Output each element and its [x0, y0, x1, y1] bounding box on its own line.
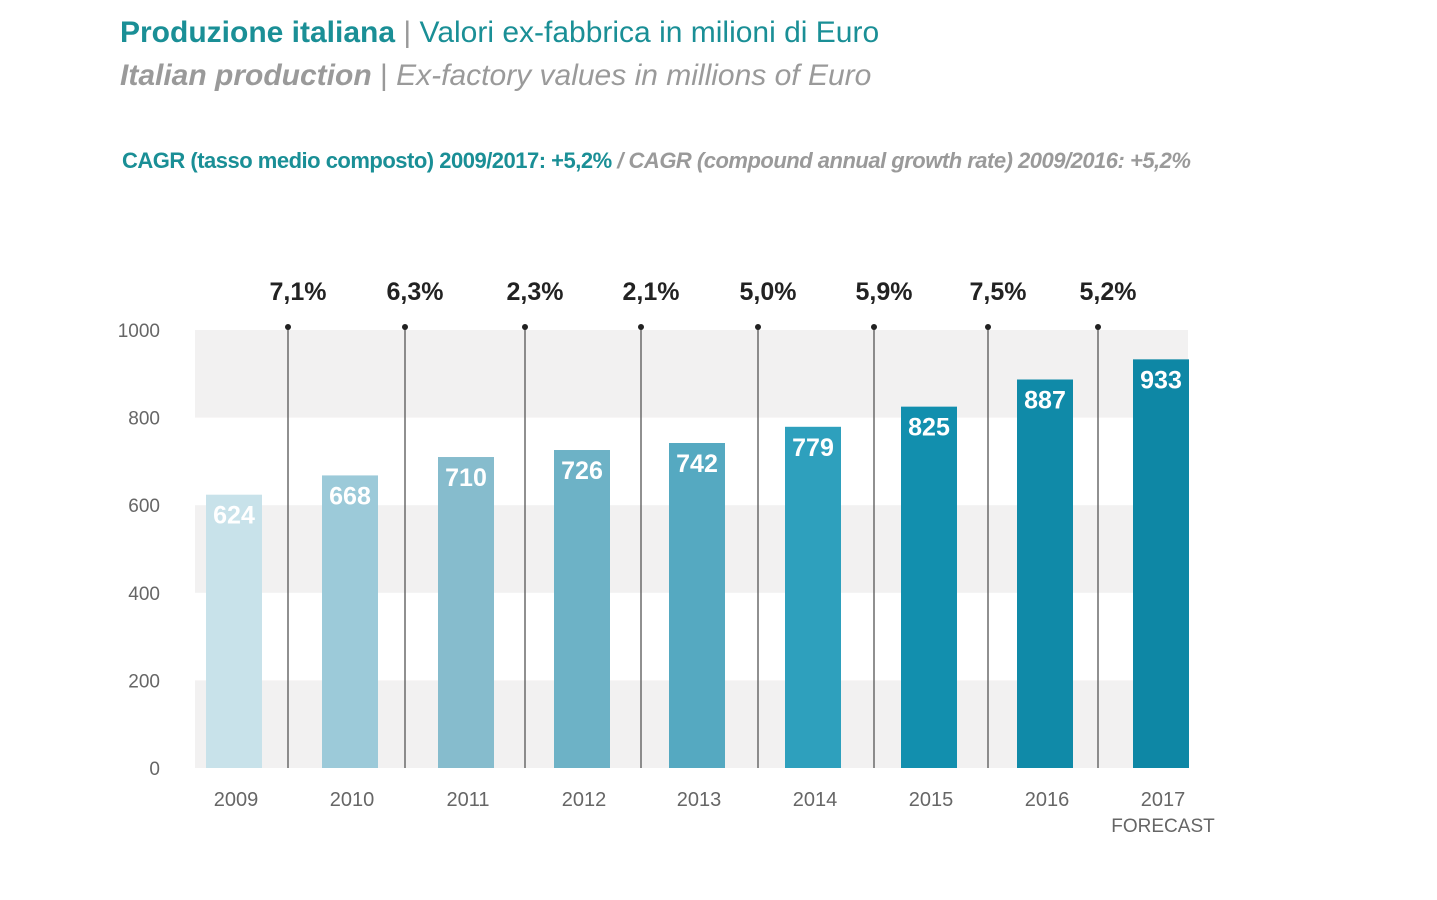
x-tick-label: 2016	[1025, 789, 1070, 811]
bar-2010	[322, 475, 378, 768]
title-italian: Produzione italiana | Valori ex-fabbrica…	[120, 16, 879, 50]
x-tick-label: 2010	[330, 789, 375, 811]
growth-marker-dot	[871, 324, 877, 330]
x-tick-label: 2009	[214, 789, 259, 811]
growth-marker-dot	[402, 324, 408, 330]
y-tick-label: 200	[128, 671, 160, 692]
y-tick-label: 400	[128, 584, 160, 605]
bar-2016	[1017, 379, 1073, 768]
x-tick-label: 2014	[793, 789, 838, 811]
growth-rate-label: 2,1%	[623, 278, 680, 306]
growth-marker-dot	[985, 324, 991, 330]
bar-2017	[1133, 359, 1189, 768]
bar-2015	[901, 406, 957, 768]
bar-2012	[554, 450, 610, 768]
x-tick-label: 2012	[562, 789, 607, 811]
bar-2011	[438, 457, 494, 768]
cagr-italian: CAGR (tasso medio composto) 2009/2017: +…	[122, 148, 612, 173]
title-italian-bold: Produzione italiana	[120, 16, 396, 49]
bar-value-label: 825	[908, 414, 950, 442]
x-tick-label: 2015	[909, 789, 954, 811]
title-english-bold: Italian production	[120, 59, 372, 92]
growth-rate-label: 2,3%	[507, 278, 564, 306]
bar-value-label: 779	[792, 434, 834, 462]
bar-2009	[206, 494, 262, 768]
bar-2014	[785, 426, 841, 768]
x-tick-label: 2011	[446, 789, 489, 811]
cagr-slash: /	[617, 148, 623, 173]
title-separator: |	[380, 59, 388, 92]
bar-value-label: 742	[676, 450, 718, 478]
y-tick-label: 800	[128, 409, 160, 430]
growth-rate-label: 6,3%	[387, 278, 444, 306]
growth-rate-label: 5,0%	[740, 278, 797, 306]
bar-value-label: 624	[213, 502, 255, 530]
title-separator: |	[403, 16, 412, 49]
growth-marker-dot	[1095, 324, 1101, 330]
y-tick-label: 0	[149, 759, 160, 780]
bar-value-label: 887	[1024, 386, 1066, 414]
y-tick-label: 1000	[118, 321, 160, 342]
growth-rate-label: 5,9%	[856, 278, 913, 306]
x-tick-label: 2013	[677, 789, 722, 811]
cagr-english: CAGR (compound annual growth rate) 2009/…	[628, 148, 1191, 173]
growth-marker-dot	[522, 324, 528, 330]
growth-rate-label: 5,2%	[1080, 278, 1137, 306]
bar-2013	[669, 443, 725, 768]
growth-rate-label: 7,1%	[270, 278, 327, 306]
title-english: Italian production | Ex-factory values i…	[120, 59, 871, 93]
title-italian-rest: Valori ex-fabbrica in milioni di Euro	[419, 16, 880, 49]
bar-value-label: 726	[561, 457, 603, 485]
growth-rate-label: 7,5%	[970, 278, 1027, 306]
growth-marker-dot	[755, 324, 761, 330]
x-tick-label: 2017	[1141, 789, 1186, 811]
title-english-rest: Ex-factory values in millions of Euro	[396, 59, 872, 92]
growth-marker-dot	[638, 324, 644, 330]
bar-value-label: 668	[329, 482, 371, 510]
cagr-line: CAGR (tasso medio composto) 2009/2017: +…	[122, 148, 1191, 174]
x-tick-sublabel: FORECAST	[1111, 816, 1215, 837]
growth-marker-dot	[285, 324, 291, 330]
y-tick-label: 600	[128, 496, 160, 517]
bar-value-label: 710	[445, 464, 487, 492]
bar-value-label: 933	[1140, 366, 1182, 394]
